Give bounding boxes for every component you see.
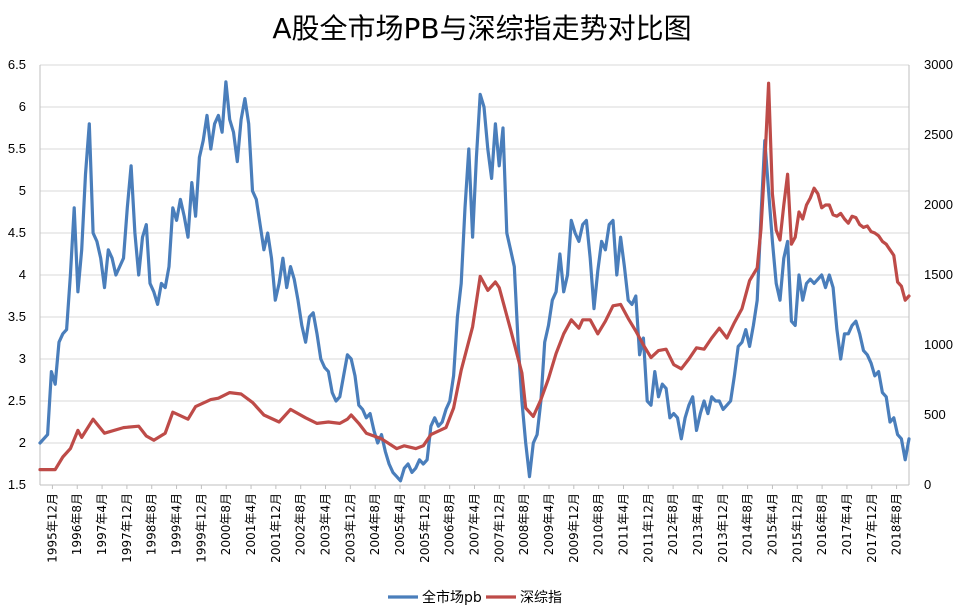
x-tick-label: 2007年12月 [492,493,506,563]
x-tick-label: 2013年12月 [716,493,730,563]
right-y-tick-label: 1000 [924,337,953,352]
x-tick-label: 1999年4月 [170,493,184,555]
left-y-tick-label: 1.5 [8,477,26,492]
left-y-tick-label: 3.5 [8,309,26,324]
x-tick-label: 2017年12月 [865,493,879,563]
x-tick-label: 2005年4月 [393,493,407,555]
x-tick-label: 2008年8月 [517,493,531,555]
x-tick-label: 2011年12月 [641,493,655,563]
right-y-axis-ticks: 0 500 1000 1500 2000 2500 3000 [924,57,953,492]
x-tick-label: 1999年12月 [194,493,208,563]
right-y-tick-label: 0 [924,477,931,492]
x-tick-label: 2009年12月 [567,493,581,563]
legend-label-0: 全市场pb [422,589,482,606]
left-y-tick-label: 6.5 [8,57,26,72]
x-tick-label: 2012年8月 [666,493,680,555]
left-y-tick-label: 3 [19,351,26,366]
x-tick-label: 2015年12月 [790,493,804,563]
right-y-tick-label: 2000 [924,197,953,212]
x-tick-label: 2017年4月 [840,493,854,555]
x-tick-label: 2006年8月 [443,493,457,555]
x-tick-label: 2011年4月 [616,493,630,555]
x-tick-label: 1996年8月 [70,493,84,555]
x-tick-label: 2004年8月 [368,493,382,555]
legend-label-1: 深综指 [520,590,562,606]
left-y-axis-ticks: 1.5 2 2.5 3 3.5 4 4.5 5 5.5 6 6.5 [8,57,26,492]
x-axis-ticks: 1995年12月 1996年8月 1997年4月 1997年12月 1998年8月 199… [45,485,904,563]
left-y-tick-label: 5 [19,183,26,198]
x-tick-label: 2014年8月 [741,493,755,555]
x-tick-label: 2001年12月 [269,493,283,563]
left-y-tick-label: 2.5 [8,393,26,408]
series-line-1 [38,81,911,472]
x-tick-label: 2015年4月 [765,493,779,555]
right-y-tick-label: 1500 [924,267,953,282]
x-tick-label: 2013年4月 [691,493,705,555]
x-tick-label: 2018年8月 [890,493,904,555]
x-tick-label: 1997年12月 [120,493,134,563]
x-tick-label: 1998年8月 [145,493,159,555]
right-y-tick-label: 500 [924,407,946,422]
x-tick-label: 2003年4月 [319,493,333,555]
x-tick-label: 2009年4月 [542,493,556,555]
left-y-tick-label: 4 [19,267,26,282]
x-tick-label: 2010年8月 [592,493,606,555]
x-tick-label: 2003年12月 [343,493,357,563]
x-tick-label: 2007年4月 [468,493,482,555]
left-y-tick-label: 6 [19,99,26,114]
legend: 全市场pb 深综指 [388,589,562,606]
x-tick-label: 1995年12月 [45,493,59,563]
series-lines [38,80,911,483]
right-y-tick-label: 2500 [924,127,953,142]
x-tick-label: 2016年8月 [815,493,829,555]
chart-title: A股全市场PB与深综指走势对比图 [272,12,691,45]
x-tick-label: 1997年4月 [95,493,109,555]
right-y-tick-label: 3000 [924,57,953,72]
left-y-tick-label: 4.5 [8,225,26,240]
x-tick-label: 2002年8月 [294,493,308,555]
left-y-tick-label: 5.5 [8,141,26,156]
x-tick-label: 2001年4月 [244,493,258,555]
x-tick-label: 2005年12月 [418,493,432,563]
left-y-tick-label: 2 [19,435,26,450]
x-tick-label: 2000年8月 [219,493,233,555]
